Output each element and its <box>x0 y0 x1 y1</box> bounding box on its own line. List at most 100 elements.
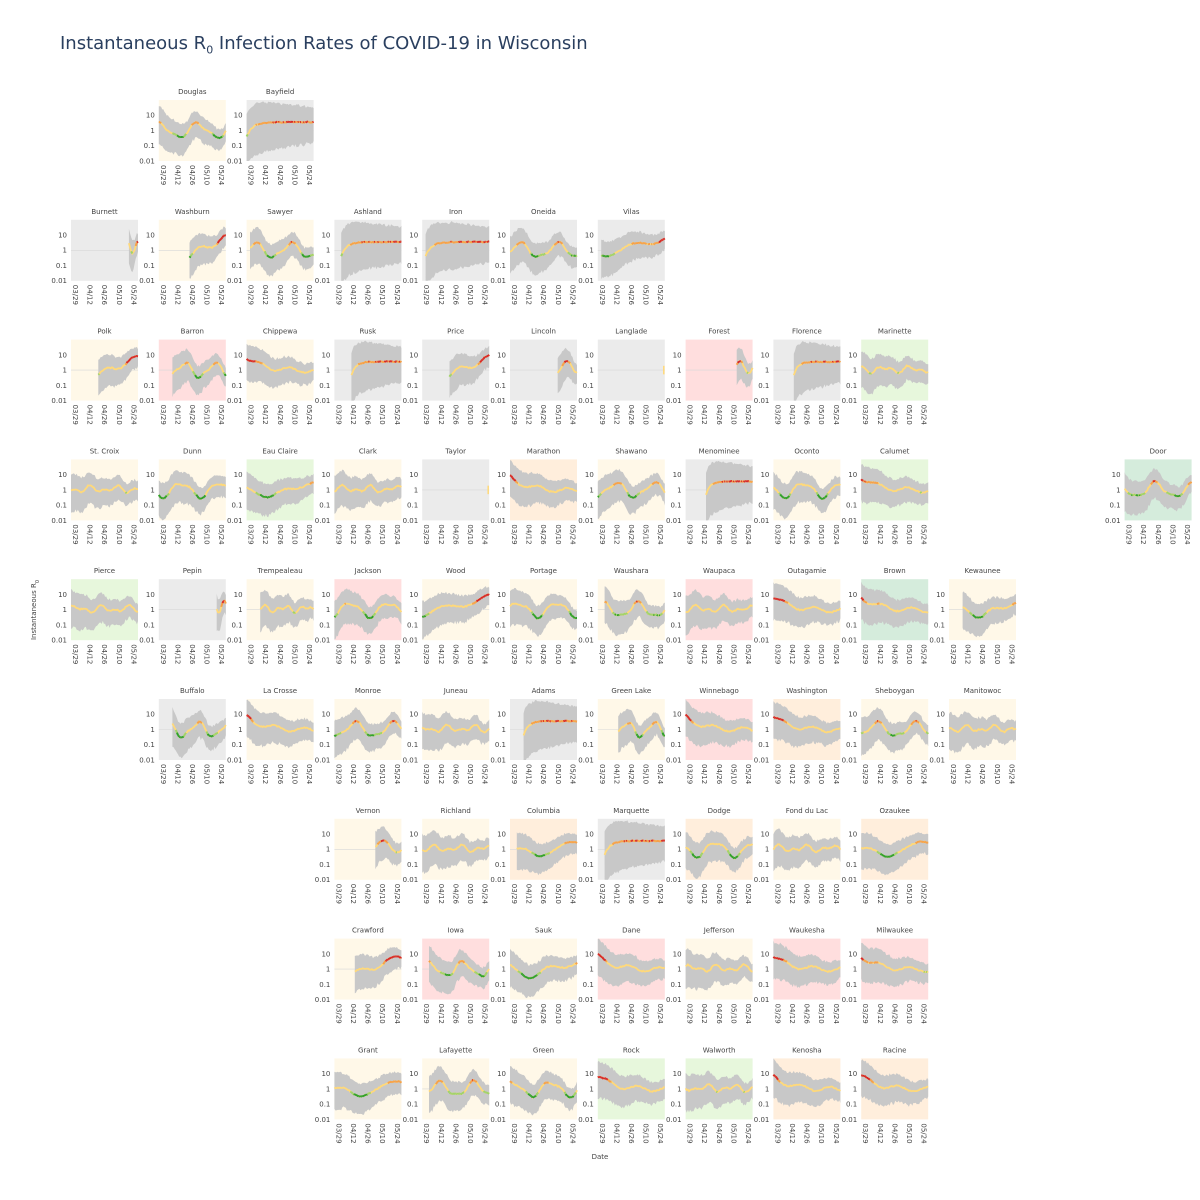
chart-title: Instantaneous R0 Infection Rates of COVI… <box>60 33 588 57</box>
status-segment <box>475 599 479 603</box>
status-segment <box>865 601 868 604</box>
status-segment <box>525 1090 528 1094</box>
status-segment <box>543 252 546 256</box>
status-segment <box>193 491 196 495</box>
status-segment <box>366 733 370 736</box>
status-segment <box>969 612 973 616</box>
status-segment <box>333 734 337 738</box>
status-segment <box>527 977 530 980</box>
status-segment <box>216 240 220 244</box>
status-segment <box>304 121 307 124</box>
x-tick-label: 05/24 <box>568 405 576 426</box>
status-segment <box>173 132 176 136</box>
x-tick-label: 03/29 <box>598 1123 606 1143</box>
credible-interval-band <box>260 589 314 633</box>
status-segment <box>221 600 225 604</box>
status-segment <box>541 613 544 617</box>
status-segment <box>978 616 981 619</box>
status-segment <box>660 839 663 842</box>
y-tick-label: 0.01 <box>666 756 682 764</box>
y-tick-label: 0.1 <box>670 382 681 390</box>
status-segment <box>893 853 896 856</box>
x-tick-label: 05/10 <box>290 524 298 544</box>
status-segment <box>182 733 186 737</box>
status-segment <box>559 720 562 723</box>
x-tick-label: 03/29 <box>334 1123 342 1143</box>
status-segment <box>571 1095 575 1098</box>
panel-title: Chippewa <box>263 328 297 336</box>
status-segment <box>895 733 898 736</box>
x-tick-label: 05/10 <box>466 764 474 784</box>
status-segment <box>481 358 485 361</box>
y-tick-label: 1 <box>238 726 242 734</box>
y-tick-label: 0.01 <box>51 637 67 645</box>
status-segment <box>266 121 269 124</box>
x-tick-label: 03/29 <box>422 644 430 664</box>
x-tick-label: 03/29 <box>422 764 430 784</box>
y-tick-label: 0.1 <box>495 981 506 989</box>
x-tick-label: 04/26 <box>715 405 723 426</box>
panel-title: Vernon <box>356 807 380 815</box>
panel-title: Lincoln <box>531 328 556 336</box>
y-tick-label: 0.01 <box>490 517 506 525</box>
status-segment <box>477 362 480 366</box>
x-tick-label: 04/12 <box>525 884 533 904</box>
y-tick-label: 0.01 <box>666 517 682 525</box>
status-segment <box>1152 479 1155 483</box>
status-segment <box>267 255 270 258</box>
x-tick-label: 05/10 <box>729 1123 737 1143</box>
status-segment <box>604 1077 607 1080</box>
status-segment <box>568 361 571 365</box>
status-segment <box>613 612 616 615</box>
status-segment <box>247 714 250 718</box>
status-segment <box>658 240 662 244</box>
status-segment <box>191 123 194 126</box>
x-tick-label: 04/26 <box>627 764 635 785</box>
status-segment <box>461 1091 464 1095</box>
y-tick-label: 0.01 <box>1105 517 1121 525</box>
status-segment <box>860 731 863 735</box>
x-tick-label: 05/24 <box>744 884 752 905</box>
status-segment <box>714 481 717 485</box>
x-tick-label: 05/10 <box>817 405 825 425</box>
title-subscript: 0 <box>206 43 214 57</box>
status-segment <box>567 841 570 844</box>
status-segment <box>555 241 559 244</box>
credible-interval-band <box>604 586 665 637</box>
y-tick-label: 10 <box>497 830 506 838</box>
credible-interval-band <box>334 707 402 759</box>
status-segment <box>634 731 638 735</box>
x-tick-label: 04/12 <box>437 524 445 544</box>
status-segment <box>176 134 179 137</box>
status-segment <box>255 123 258 126</box>
y-tick-label: 1 <box>765 726 769 734</box>
credible-interval-band <box>949 711 1016 754</box>
status-segment <box>271 256 274 259</box>
credible-interval-band <box>685 589 753 636</box>
status-segment <box>631 242 634 245</box>
x-tick-label: 05/24 <box>656 405 664 426</box>
status-segment <box>363 1094 366 1097</box>
status-segment <box>730 855 733 858</box>
panel-title: Marinette <box>878 328 912 336</box>
y-tick-label: 10 <box>673 471 682 479</box>
x-tick-label: 04/26 <box>803 764 811 785</box>
x-tick-label: 04/12 <box>261 644 269 664</box>
x-tick-label: 05/10 <box>203 764 211 784</box>
y-tick-label: 0.1 <box>495 621 506 629</box>
x-tick-label: 04/26 <box>978 764 986 785</box>
status-segment <box>298 120 301 124</box>
x-tick-label: 05/10 <box>554 1123 562 1143</box>
panel-title: St. Croix <box>90 447 120 455</box>
x-tick-label: 05/10 <box>817 884 825 904</box>
y-tick-label: 0.01 <box>139 397 155 405</box>
status-segment <box>741 480 745 483</box>
status-segment <box>349 243 353 246</box>
x-tick-label: 05/24 <box>393 1004 401 1025</box>
y-tick-label: 1 <box>326 1085 330 1093</box>
